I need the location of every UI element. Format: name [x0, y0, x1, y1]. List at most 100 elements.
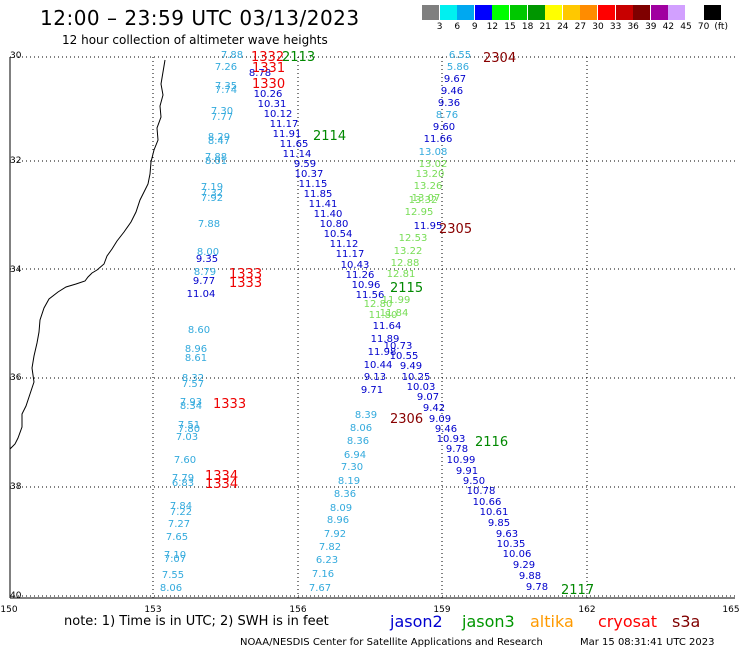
pass-number-label: 1333 [229, 276, 262, 291]
legend-cryosat: cryosat [598, 612, 657, 631]
wave-height-value: 9.78 [446, 444, 468, 455]
colorbar-tick-label: 39 [645, 22, 657, 32]
pass-number-label: 2117 [561, 583, 594, 598]
wave-height-value: 11.17 [336, 249, 365, 260]
lon-label-162: 162 [578, 605, 595, 615]
wave-height-value: 8.01 [205, 156, 227, 167]
lat-label-36: 36 [10, 373, 22, 383]
wave-height-value: 7.77 [211, 112, 233, 123]
wave-height-value: 11.04 [187, 289, 216, 300]
wave-height-value: 9.49 [400, 361, 422, 372]
wave-height-value: 7.65 [166, 532, 188, 543]
wave-height-value: 7.60 [174, 455, 196, 466]
wave-height-value: 8.09 [330, 503, 352, 514]
wave-height-value: 7.80 [178, 424, 200, 435]
wave-height-value: 7.84 [170, 501, 192, 512]
wave-height-value: 7.30 [211, 106, 233, 117]
wave-height-value: 12.53 [399, 233, 428, 244]
pass-number-label: 2304 [483, 51, 516, 66]
legend-jason3: jason3 [461, 612, 515, 631]
wave-height-value: 8.34 [180, 401, 202, 412]
wave-height-value: 5.86 [447, 62, 469, 73]
lat-label-34: 34 [10, 265, 22, 275]
wave-height-value: 9.85 [488, 518, 510, 529]
map-title: 12:00 – 23:59 UTC 03/13/2023 [40, 6, 360, 30]
wave-height-value: 12.95 [405, 207, 434, 218]
legend-altika: altika [530, 612, 574, 631]
wave-height-value: 11.64 [373, 321, 402, 332]
wave-height-value: 12.80 [364, 299, 393, 310]
wave-height-value: 12.88 [391, 258, 420, 269]
lon-label-156: 156 [289, 605, 306, 615]
wave-height-value: 9.59 [294, 159, 316, 170]
wave-height-value: 11.80 [369, 310, 398, 321]
wave-height-value: 6.94 [344, 450, 366, 461]
lat-label-30: 30 [10, 51, 22, 61]
wave-height-value: 10.80 [320, 219, 349, 230]
wave-height-value: 11.65 [280, 139, 309, 150]
wave-height-value: 7.22 [170, 507, 192, 518]
wave-height-value: 11.14 [283, 149, 312, 160]
pass-number-label: 1332 [251, 50, 284, 65]
wave-height-value: 8.60 [188, 325, 210, 336]
wave-height-value: 12.81 [387, 269, 416, 280]
colorbar-swatch [668, 5, 686, 20]
wave-height-value: 11.12 [330, 239, 359, 250]
wave-height-value: 9.77 [193, 276, 215, 287]
wave-height-value: 10.37 [295, 169, 324, 180]
wave-height-value: 9.36 [438, 98, 460, 109]
colorbar-tick-label: 70 [697, 22, 710, 32]
wave-height-value: 11.17 [270, 119, 299, 130]
colorbar-tick-label: 12 [486, 22, 499, 32]
wave-height-value: 10.61 [480, 507, 509, 518]
wave-height-value: 9.46 [435, 424, 457, 435]
wave-height-value: 6.83 [172, 478, 194, 489]
wave-height-value: 8.76 [436, 110, 458, 121]
wave-height-value: 9.29 [513, 560, 535, 571]
colorbar-tick-label: 36 [627, 22, 639, 32]
wave-height-value: 7.88 [198, 219, 220, 230]
wave-height-value: 10.03 [407, 382, 436, 393]
track-blue-a: 9.359.7711.048.7810.2610.3110.1211.1711.… [187, 68, 548, 593]
wave-height-value: 7.51 [178, 420, 200, 431]
wave-height-value: 7.88 [205, 152, 227, 163]
colorbar-tick-label: 6 [454, 22, 461, 32]
track-cyan-east: 6.555.86 8.76 13.08 6.947.30 8.19 8.36 8.098.9… [309, 50, 471, 594]
wave-height-value: 8.06 [160, 583, 182, 594]
wave-height-value: 11.98 [368, 347, 397, 358]
track-cyan: 7.887.267.357.747.307.778.298.477.888.01… [160, 50, 243, 594]
wave-height-value: 9.63 [496, 529, 518, 540]
wave-height-value: 11.91 [273, 129, 302, 140]
wave-height-value: 8.78 [249, 68, 271, 79]
pass-number-label: 1333 [213, 397, 246, 412]
pass-number-label: 1334 [205, 477, 238, 492]
footnote: note: 1) Time is in UTC; 2) SWH is in fe… [64, 614, 329, 629]
colorbar-tick-label: 3 [436, 22, 443, 32]
wave-height-value: 11.40 [314, 209, 343, 220]
wave-height-value: 9.71 [361, 385, 383, 396]
wave-height-value: 8.00 [197, 247, 219, 258]
wave-height-value: 10.06 [503, 549, 532, 560]
wave-height-value: 10.96 [352, 280, 381, 291]
wave-height-value: 7.35 [215, 81, 237, 92]
graticule [10, 56, 735, 598]
wave-height-value: 10.78 [467, 486, 496, 497]
coastline [9, 59, 166, 450]
colorbar-tick-label: 24 [557, 22, 569, 32]
wave-height-value: 10.35 [497, 539, 526, 550]
legend-s3a: s3a [672, 612, 700, 631]
pass-number-label: 2113 [282, 50, 315, 65]
wave-height-value: 7.79 [172, 473, 194, 484]
wave-height-value: 9.07 [417, 392, 439, 403]
pass-number-label: 2114 [313, 129, 346, 144]
wave-height-value: 8.36 [347, 436, 369, 447]
colorbar-tick-label: 45 [680, 22, 692, 32]
lat-label-38: 38 [10, 482, 22, 492]
wave-height-value: 7.03 [176, 432, 198, 443]
colorbar-swatch [545, 5, 563, 20]
wave-height-value: 9.67 [444, 74, 466, 85]
wave-height-value: 10.54 [324, 229, 353, 240]
wave-height-value: 8.19 [338, 476, 360, 487]
